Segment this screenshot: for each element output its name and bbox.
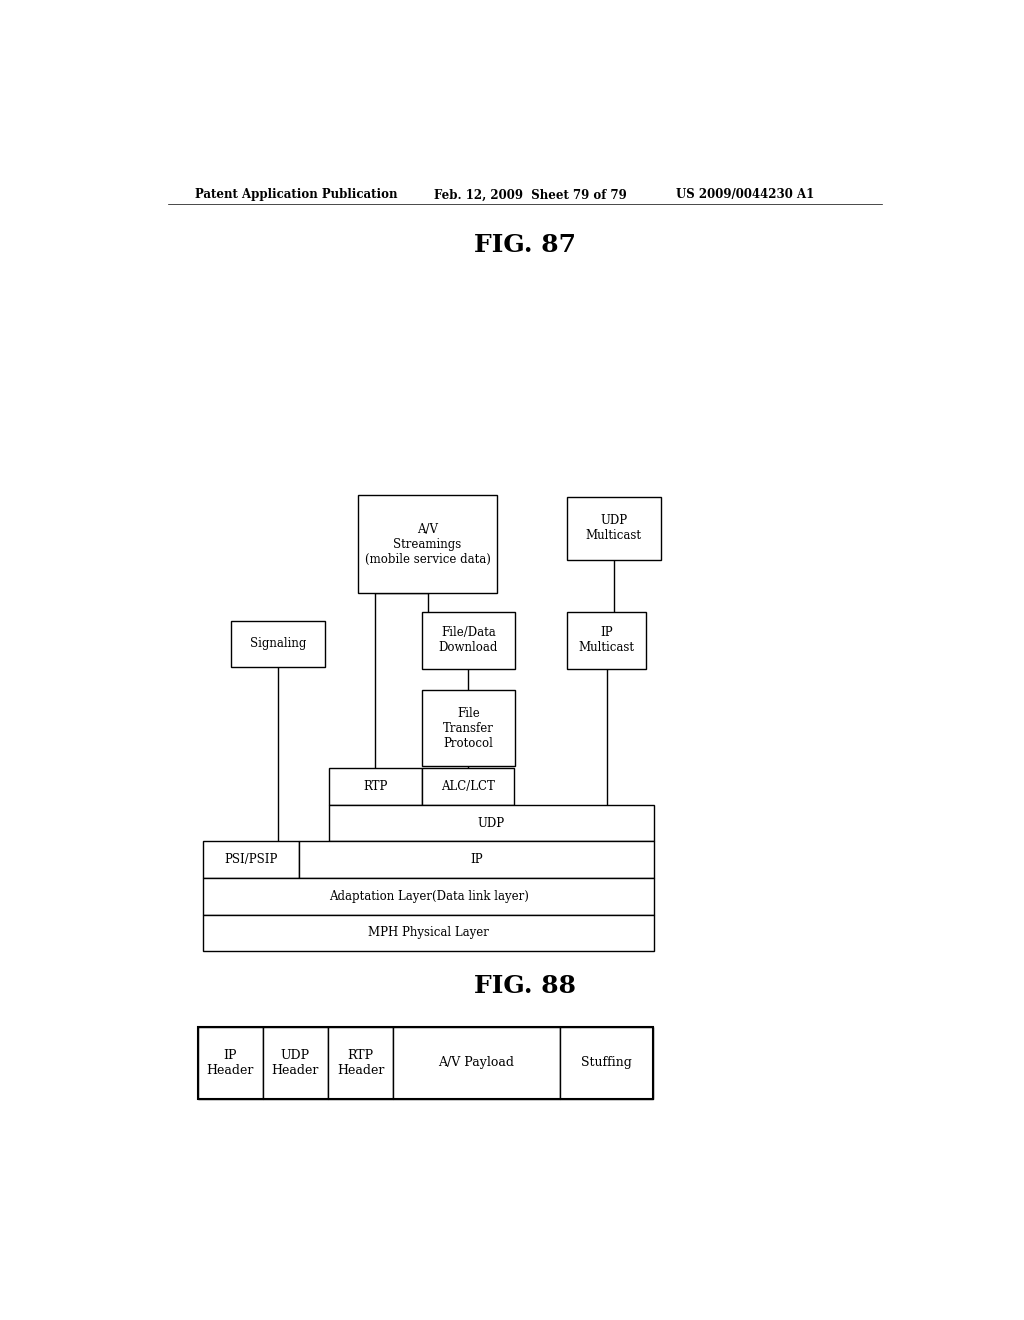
Text: Signaling: Signaling bbox=[250, 638, 306, 651]
Bar bbox=[231, 620, 325, 667]
Bar bbox=[358, 495, 497, 594]
Bar bbox=[422, 768, 514, 805]
Bar bbox=[560, 1027, 653, 1098]
Text: File
Transfer
Protocol: File Transfer Protocol bbox=[443, 706, 494, 750]
Text: RTP: RTP bbox=[364, 780, 387, 793]
Text: ALC/LCT: ALC/LCT bbox=[441, 780, 495, 793]
Text: UDP
Header: UDP Header bbox=[271, 1049, 319, 1077]
Text: FIG. 87: FIG. 87 bbox=[474, 232, 575, 257]
Text: Feb. 12, 2009  Sheet 79 of 79: Feb. 12, 2009 Sheet 79 of 79 bbox=[433, 189, 627, 202]
Text: RTP
Header: RTP Header bbox=[337, 1049, 384, 1077]
Bar bbox=[204, 878, 654, 915]
Text: UDP: UDP bbox=[478, 817, 505, 830]
Bar bbox=[393, 1027, 560, 1098]
Bar bbox=[204, 841, 299, 878]
Text: MPH Physical Layer: MPH Physical Layer bbox=[369, 927, 489, 940]
Text: UDP
Multicast: UDP Multicast bbox=[586, 515, 642, 543]
Bar bbox=[567, 611, 646, 669]
Bar bbox=[329, 768, 422, 805]
Text: IP
Multicast: IP Multicast bbox=[579, 626, 635, 655]
Text: PSI/PSIP: PSI/PSIP bbox=[224, 853, 278, 866]
Bar bbox=[263, 1027, 328, 1098]
Bar bbox=[422, 690, 515, 766]
Bar bbox=[198, 1027, 653, 1098]
Text: A/V
Streamings
(mobile service data): A/V Streamings (mobile service data) bbox=[365, 523, 490, 566]
Text: US 2009/0044230 A1: US 2009/0044230 A1 bbox=[676, 189, 814, 202]
Text: Stuffing: Stuffing bbox=[581, 1056, 632, 1069]
Text: FIG. 88: FIG. 88 bbox=[474, 974, 575, 998]
Text: Patent Application Publication: Patent Application Publication bbox=[196, 189, 398, 202]
Bar bbox=[204, 915, 654, 952]
Text: Adaptation Layer(Data link layer): Adaptation Layer(Data link layer) bbox=[329, 890, 528, 903]
Text: File/Data
Download: File/Data Download bbox=[438, 626, 498, 655]
Bar bbox=[198, 1027, 263, 1098]
Bar bbox=[328, 1027, 393, 1098]
Bar bbox=[422, 611, 515, 669]
Text: IP
Header: IP Header bbox=[207, 1049, 254, 1077]
Bar bbox=[567, 496, 660, 560]
Text: IP: IP bbox=[470, 853, 482, 866]
Bar bbox=[299, 841, 654, 878]
Bar bbox=[329, 805, 654, 841]
Text: A/V Payload: A/V Payload bbox=[438, 1056, 514, 1069]
